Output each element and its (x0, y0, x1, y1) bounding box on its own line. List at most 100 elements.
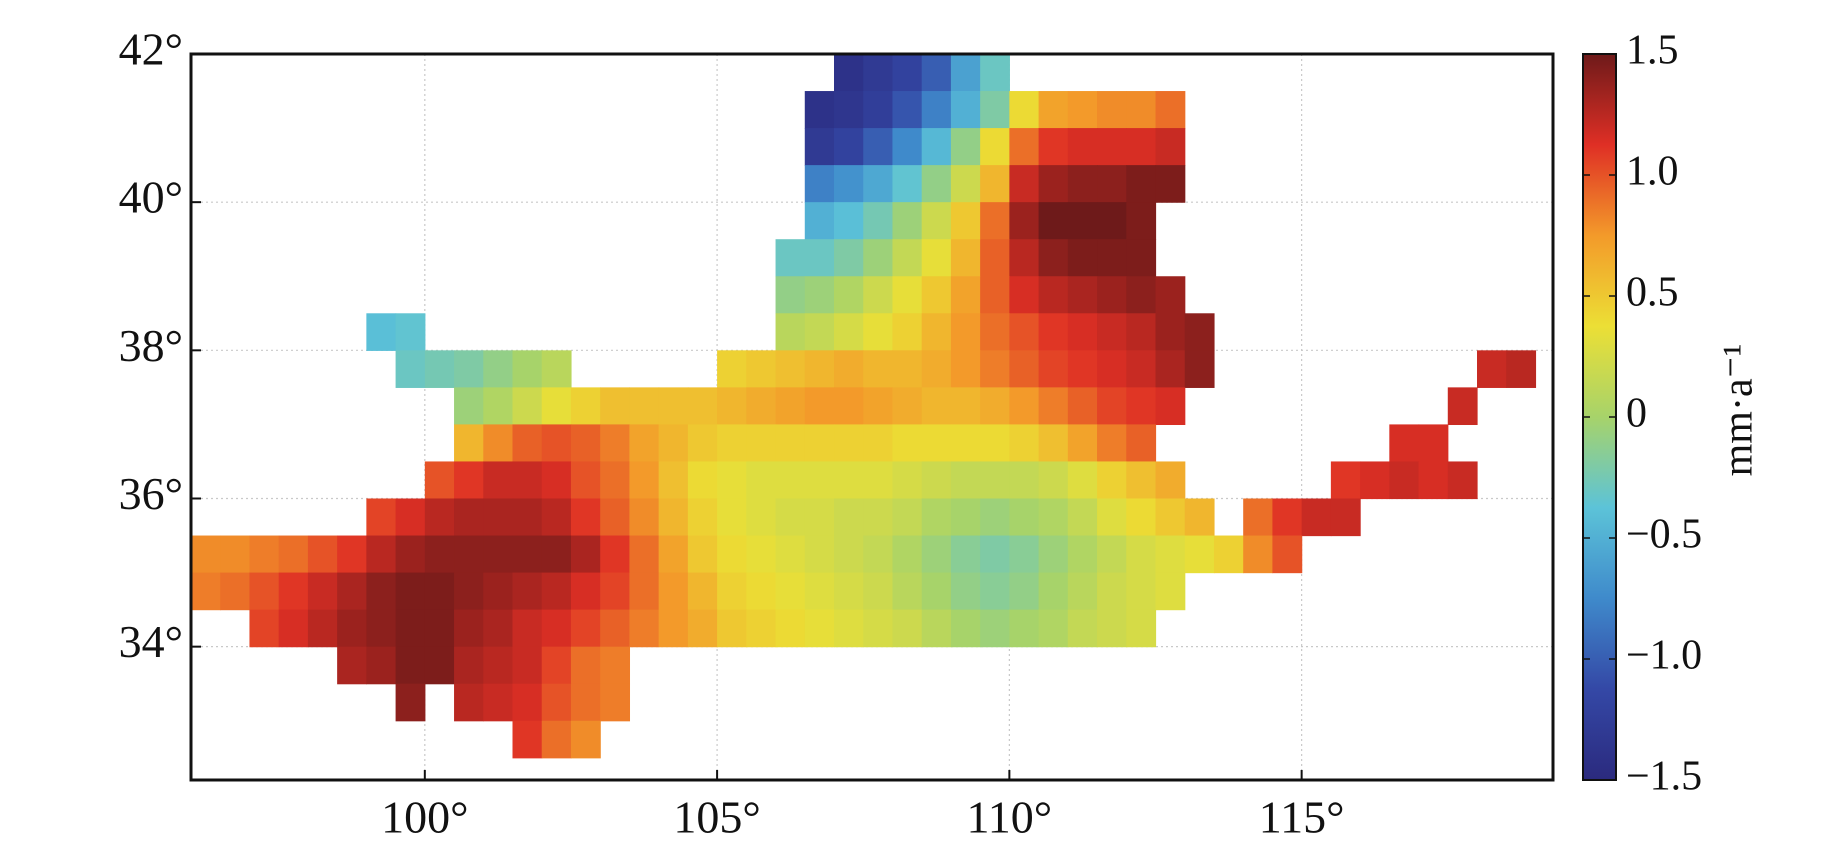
grid-cell (950, 572, 981, 611)
grid-cell (1155, 165, 1186, 203)
grid-cell (366, 646, 397, 685)
grid-cell (1097, 387, 1127, 426)
grid-cell (950, 498, 981, 537)
grid-cell (921, 202, 952, 240)
grid-cell (980, 572, 1010, 611)
grid-cell (483, 461, 514, 500)
grid-cell (1067, 572, 1098, 611)
grid-cell (1097, 461, 1127, 500)
grid-cell (1126, 128, 1157, 166)
grid-cell (424, 535, 455, 574)
grid-cell (1272, 498, 1303, 537)
grid-cell (570, 720, 601, 759)
grid-cell (658, 498, 689, 537)
grid-cell (1126, 202, 1157, 240)
grid-cell (1184, 498, 1215, 537)
grid-cell (921, 165, 952, 203)
grid-cell (570, 683, 601, 722)
grid-cell (424, 498, 455, 537)
grid-cell (950, 239, 981, 277)
grid-cell (980, 350, 1010, 388)
grid-cell (454, 609, 484, 648)
grid-cell (1009, 202, 1040, 240)
grid-cell (746, 572, 777, 611)
grid-cell (1038, 387, 1069, 426)
grid-cell (921, 387, 952, 426)
grid-cell (687, 461, 718, 500)
grid-cell (980, 239, 1010, 277)
grid-cell (834, 54, 864, 92)
grid-cell (454, 572, 484, 611)
grid-cell (658, 572, 689, 611)
grid-cell (746, 387, 777, 426)
grid-cell (892, 91, 923, 129)
grid-cell (570, 387, 601, 426)
grid-cell (834, 165, 864, 203)
grid-cell (1126, 609, 1157, 648)
grid-cell (483, 572, 514, 611)
grid-cell (1126, 165, 1157, 203)
grid-cell (1067, 276, 1098, 314)
grid-cell (1155, 535, 1186, 574)
grid-cell (775, 350, 806, 388)
grid-cell (1126, 350, 1157, 388)
grid-cell (1155, 91, 1186, 129)
grid-cell (1184, 535, 1215, 574)
grid-cell (746, 424, 777, 463)
grid-cell (717, 424, 747, 463)
grid-cell (892, 572, 923, 611)
grid-cell (1067, 313, 1098, 351)
grid-cell (454, 535, 484, 574)
grid-cell (921, 572, 952, 611)
grid-cell (337, 572, 367, 611)
grid-cell (804, 498, 835, 537)
grid-cell (570, 572, 601, 611)
grid-cell (1155, 128, 1186, 166)
grid-cell (980, 313, 1010, 351)
grid-cell (775, 424, 806, 463)
grid-cell (863, 572, 894, 611)
grid-cell (483, 424, 514, 463)
grid-cell (1155, 572, 1186, 611)
grid-cell (629, 498, 660, 537)
grid-cell (220, 535, 251, 574)
grid-cell (775, 572, 806, 611)
grid-cell (980, 165, 1010, 203)
grid-cell (980, 202, 1010, 240)
grid-cell (1184, 313, 1215, 351)
grid-cell (483, 535, 514, 574)
grid-cell (366, 535, 397, 574)
grid-cell (717, 609, 747, 648)
grid-cell (424, 461, 455, 500)
grid-cell (1243, 535, 1274, 574)
grid-cell (863, 276, 894, 314)
grid-cell (395, 350, 426, 388)
grid-cell (1009, 387, 1040, 426)
grid-cell (512, 535, 543, 574)
grid-cell (804, 313, 835, 351)
colorbar-label: mm·a⁻¹ (1716, 344, 1762, 477)
grid-cell (424, 572, 455, 611)
grid-cell (892, 424, 923, 463)
grid-cell (395, 535, 426, 574)
grid-cell (483, 350, 514, 388)
grid-cell (1038, 461, 1069, 500)
grid-cell (1155, 276, 1186, 314)
grid-cell (687, 387, 718, 426)
grid-cell (746, 535, 777, 574)
grid-cell (980, 461, 1010, 500)
grid-cell (1038, 276, 1069, 314)
grid-cell (980, 609, 1010, 648)
grid-cell (307, 535, 338, 574)
grid-cell (1213, 535, 1244, 574)
grid-cell (1038, 165, 1069, 203)
grid-cell (1097, 535, 1127, 574)
grid-cell (804, 609, 835, 648)
grid-cell (512, 424, 543, 463)
grid-cell (775, 461, 806, 500)
grid-cell (570, 535, 601, 574)
grid-cell (1155, 387, 1186, 426)
grid-cell (454, 646, 484, 685)
grid-cell (804, 91, 835, 129)
